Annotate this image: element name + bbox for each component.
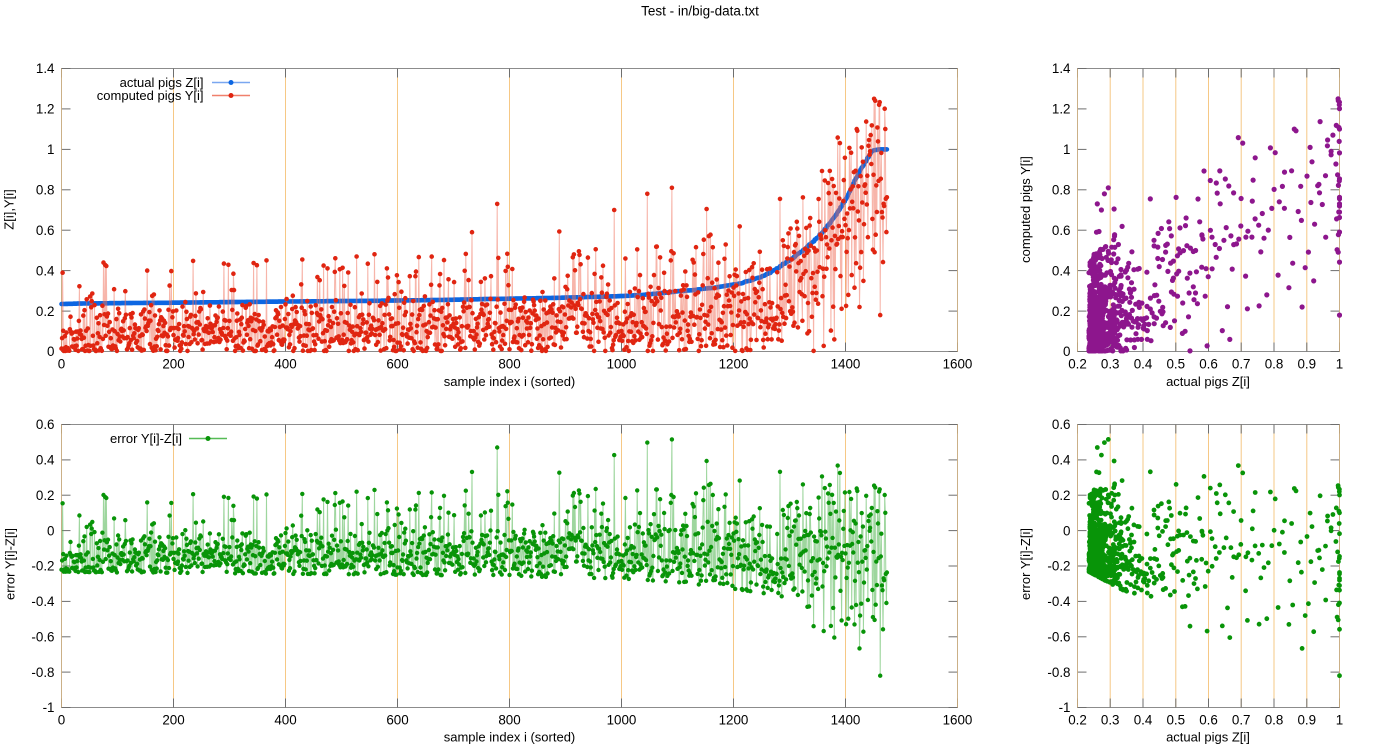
svg-text:0.4: 0.4	[1052, 263, 1071, 278]
svg-text:1600: 1600	[943, 357, 973, 372]
svg-text:1: 1	[1336, 713, 1343, 728]
svg-text:0.2: 0.2	[1068, 713, 1087, 728]
svg-text:400: 400	[274, 357, 296, 372]
svg-text:0: 0	[58, 357, 65, 372]
svg-text:1000: 1000	[607, 713, 637, 728]
svg-text:error Y[i]-Z[i]: error Y[i]-Z[i]	[3, 528, 18, 600]
svg-text:800: 800	[498, 357, 520, 372]
svg-text:0.4: 0.4	[1052, 453, 1071, 468]
svg-text:1200: 1200	[719, 357, 749, 372]
svg-text:actual pigs Z[i]: actual pigs Z[i]	[120, 75, 204, 90]
svg-text:-0.8: -0.8	[1047, 665, 1070, 680]
svg-text:600: 600	[386, 713, 408, 728]
svg-text:-0.6: -0.6	[31, 630, 54, 645]
svg-text:400: 400	[274, 713, 296, 728]
svg-text:-0.2: -0.2	[31, 559, 54, 574]
svg-text:1.2: 1.2	[36, 102, 55, 117]
svg-text:0: 0	[47, 523, 54, 538]
svg-text:0.8: 0.8	[36, 183, 55, 198]
svg-text:0.5: 0.5	[1166, 713, 1185, 728]
svg-text:0.6: 0.6	[1052, 223, 1071, 238]
svg-text:1: 1	[47, 142, 54, 157]
svg-text:1.2: 1.2	[1052, 102, 1071, 117]
svg-text:-0.6: -0.6	[1047, 630, 1070, 645]
svg-text:0.4: 0.4	[1134, 713, 1153, 728]
svg-text:1200: 1200	[719, 713, 749, 728]
svg-text:actual pigs Z[i]: actual pigs Z[i]	[1166, 374, 1250, 389]
svg-text:200: 200	[162, 713, 184, 728]
svg-text:1.4: 1.4	[36, 61, 55, 76]
svg-text:-1: -1	[43, 700, 55, 715]
svg-text:1: 1	[1336, 357, 1343, 372]
svg-text:0.3: 0.3	[1101, 713, 1120, 728]
svg-text:0.3: 0.3	[1101, 357, 1120, 372]
svg-text:sample index i (sorted): sample index i (sorted)	[444, 374, 576, 389]
svg-text:200: 200	[162, 357, 184, 372]
svg-text:1400: 1400	[831, 357, 861, 372]
svg-text:1600: 1600	[943, 713, 973, 728]
svg-text:0: 0	[58, 713, 65, 728]
svg-text:0.6: 0.6	[1199, 713, 1218, 728]
svg-text:0.9: 0.9	[1297, 713, 1316, 728]
svg-text:1400: 1400	[831, 713, 861, 728]
svg-text:0.6: 0.6	[1052, 417, 1071, 432]
svg-text:1000: 1000	[607, 357, 637, 372]
svg-text:0: 0	[1063, 344, 1070, 359]
svg-text:1.4: 1.4	[1052, 61, 1071, 76]
svg-text:1: 1	[1063, 142, 1070, 157]
svg-text:-0.4: -0.4	[31, 594, 55, 609]
svg-text:0.8: 0.8	[1265, 713, 1284, 728]
svg-text:0.8: 0.8	[1052, 183, 1071, 198]
svg-text:0.4: 0.4	[36, 453, 55, 468]
svg-text:-0.8: -0.8	[31, 665, 54, 680]
svg-text:0.2: 0.2	[36, 304, 55, 319]
svg-text:error Y[i]-Z[i]: error Y[i]-Z[i]	[110, 431, 182, 446]
svg-text:sample index i (sorted): sample index i (sorted)	[444, 730, 576, 745]
svg-text:0.7: 0.7	[1232, 357, 1251, 372]
svg-text:Test - in/big-data.txt: Test - in/big-data.txt	[641, 4, 759, 19]
svg-text:0.2: 0.2	[1068, 357, 1087, 372]
svg-text:0.4: 0.4	[36, 263, 55, 278]
svg-text:800: 800	[498, 713, 520, 728]
svg-text:600: 600	[386, 357, 408, 372]
svg-text:0.7: 0.7	[1232, 713, 1251, 728]
svg-text:computed pigs Y[i]: computed pigs Y[i]	[1018, 156, 1033, 263]
svg-text:error Y[i]-Z[i]: error Y[i]-Z[i]	[1018, 528, 1033, 600]
svg-text:0.6: 0.6	[1199, 357, 1218, 372]
svg-text:0.8: 0.8	[1265, 357, 1284, 372]
svg-text:-0.4: -0.4	[1047, 594, 1071, 609]
svg-text:0.6: 0.6	[36, 417, 55, 432]
svg-text:0.2: 0.2	[36, 488, 55, 503]
svg-text:0.2: 0.2	[1052, 488, 1071, 503]
svg-text:computed pigs Y[i]: computed pigs Y[i]	[97, 88, 204, 103]
svg-text:0: 0	[47, 344, 54, 359]
svg-text:-0.2: -0.2	[1047, 559, 1070, 574]
svg-text:-1: -1	[1059, 700, 1071, 715]
svg-text:0.9: 0.9	[1297, 357, 1316, 372]
svg-text:0.5: 0.5	[1166, 357, 1185, 372]
svg-text:Z[i],Y[i]: Z[i],Y[i]	[2, 189, 17, 229]
svg-text:0.6: 0.6	[36, 223, 55, 238]
svg-text:0.4: 0.4	[1134, 357, 1153, 372]
svg-text:actual pigs Z[i]: actual pigs Z[i]	[1166, 730, 1250, 745]
svg-text:0.2: 0.2	[1052, 304, 1071, 319]
svg-text:0: 0	[1063, 523, 1070, 538]
